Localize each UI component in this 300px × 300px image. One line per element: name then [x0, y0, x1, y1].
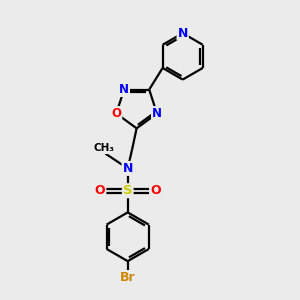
Text: N: N [122, 162, 133, 175]
Text: CH₃: CH₃ [93, 143, 114, 153]
Text: O: O [95, 184, 105, 197]
Text: N: N [178, 27, 188, 40]
Text: S: S [123, 184, 133, 197]
Text: Br: Br [120, 271, 136, 284]
Text: O: O [111, 107, 121, 120]
Text: N: N [152, 107, 162, 120]
Text: O: O [150, 184, 161, 197]
Text: N: N [119, 83, 129, 96]
